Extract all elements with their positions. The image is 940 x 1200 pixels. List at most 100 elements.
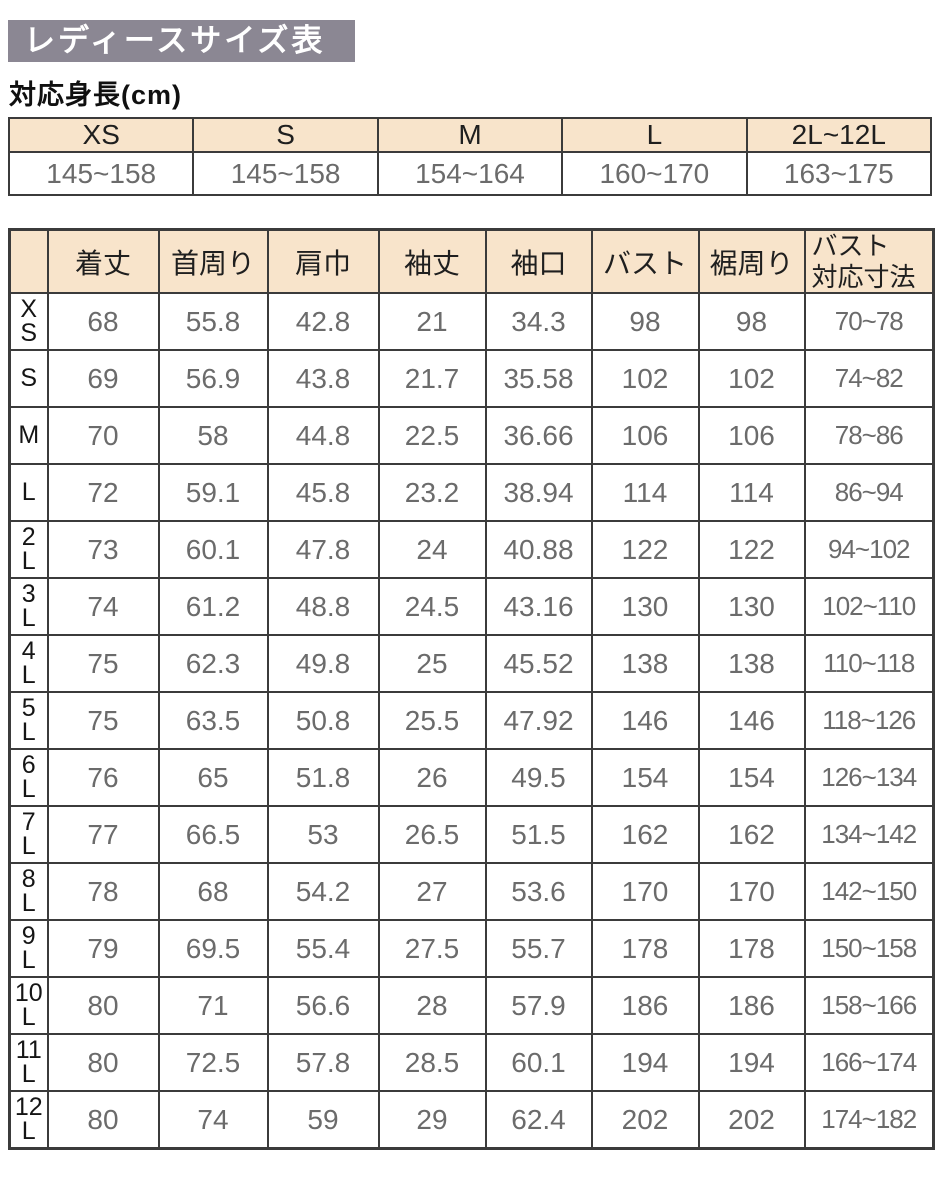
measure-cell: 54.2 bbox=[266, 862, 380, 922]
measure-cell: 77 bbox=[46, 805, 160, 865]
size-table-header-row: 着丈 首周り 肩巾 袖丈 袖口 バスト 裾周り バスト 対応寸法 bbox=[8, 228, 935, 295]
size-label: 6 L bbox=[8, 748, 49, 808]
measure-cell: 49.8 bbox=[266, 634, 380, 694]
measure-cell: 26.5 bbox=[377, 805, 487, 865]
measure-cell: 50.8 bbox=[266, 691, 380, 751]
measure-cell: 75 bbox=[46, 691, 160, 751]
measure-cell: 43.8 bbox=[266, 349, 380, 409]
measure-cell: 154 bbox=[697, 748, 806, 808]
measure-cell: 21.7 bbox=[377, 349, 487, 409]
measure-cell: 194 bbox=[697, 1033, 806, 1093]
measure-cell: 22.5 bbox=[377, 406, 487, 466]
measure-cell: 126~134 bbox=[803, 748, 935, 808]
measure-cell: 44.8 bbox=[266, 406, 380, 466]
size-row-10l: 10 L 80 71 56.6 28 57.9 186 186 158~166 bbox=[8, 976, 935, 1036]
height-range-cell: 145~158 bbox=[192, 151, 379, 196]
size-label: 4 L bbox=[8, 634, 49, 694]
measure-cell: 47.8 bbox=[266, 520, 380, 580]
height-col-header: S bbox=[192, 117, 379, 153]
measure-cell: 138 bbox=[590, 634, 700, 694]
measure-cell: 122 bbox=[590, 520, 700, 580]
measure-cell: 55.8 bbox=[157, 292, 269, 352]
measure-cell: 72.5 bbox=[157, 1033, 269, 1093]
measure-cell: 166~174 bbox=[803, 1033, 935, 1093]
measure-cell: 202 bbox=[697, 1090, 806, 1150]
height-table: XS S M L 2L~12L 145~158 145~158 154~164 160~170… bbox=[7, 117, 933, 196]
height-range-cell: 163~175 bbox=[745, 151, 933, 196]
measure-cell: 68 bbox=[46, 292, 160, 352]
measure-cell: 60.1 bbox=[157, 520, 269, 580]
size-label: 8 L bbox=[8, 862, 49, 922]
measure-cell: 43.16 bbox=[484, 577, 593, 637]
measure-cell: 102~110 bbox=[803, 577, 935, 637]
measure-cell: 78 bbox=[46, 862, 160, 922]
measure-cell: 26 bbox=[377, 748, 487, 808]
height-range-cell: 160~170 bbox=[561, 151, 748, 196]
measure-cell: 202 bbox=[590, 1090, 700, 1150]
measure-cell: 45.52 bbox=[484, 634, 593, 694]
size-label: 11 L bbox=[8, 1033, 49, 1093]
measure-cell: 102 bbox=[697, 349, 806, 409]
measure-cell: 38.94 bbox=[484, 463, 593, 523]
measure-cell: 25.5 bbox=[377, 691, 487, 751]
measure-cell: 146 bbox=[590, 691, 700, 751]
measure-cell: 62.3 bbox=[157, 634, 269, 694]
size-row-xs: X S 68 55.8 42.8 21 34.3 98 98 70~78 bbox=[8, 292, 935, 352]
measure-cell: 57.9 bbox=[484, 976, 593, 1036]
measure-cell: 62.4 bbox=[484, 1090, 593, 1150]
measure-cell: 74~82 bbox=[803, 349, 935, 409]
measure-col-header: 袖口 bbox=[484, 228, 593, 295]
measure-cell: 150~158 bbox=[803, 919, 935, 979]
measure-cell: 98 bbox=[697, 292, 806, 352]
measure-col-header: 着丈 bbox=[46, 228, 160, 295]
measure-cell: 174~182 bbox=[803, 1090, 935, 1150]
measure-cell: 170 bbox=[590, 862, 700, 922]
measure-cell: 72 bbox=[46, 463, 160, 523]
measure-cell: 65 bbox=[157, 748, 269, 808]
measure-cell: 28.5 bbox=[377, 1033, 487, 1093]
size-measurements-table: 着丈 首周り 肩巾 袖丈 袖口 バスト 裾周り バスト 対応寸法 X S 68 55.8 42.8 2… bbox=[8, 228, 935, 1151]
measure-cell: 27.5 bbox=[377, 919, 487, 979]
size-label: S bbox=[8, 349, 49, 409]
measure-cell: 55.4 bbox=[266, 919, 380, 979]
measure-cell: 86~94 bbox=[803, 463, 935, 523]
measure-cell: 114 bbox=[590, 463, 700, 523]
size-label: 7 L bbox=[8, 805, 49, 865]
size-row-11l: 11 L 80 72.5 57.8 28.5 60.1 194 194 166~174 bbox=[8, 1033, 935, 1093]
measure-cell: 28 bbox=[377, 976, 487, 1036]
measure-cell: 162 bbox=[697, 805, 806, 865]
measure-cell: 80 bbox=[46, 1090, 160, 1150]
size-row-5l: 5 L 75 63.5 50.8 25.5 47.92 146 146 118~126 bbox=[8, 691, 935, 751]
measure-cell: 53 bbox=[266, 805, 380, 865]
ladies-size-chart-page: レディースサイズ表 対応身長(cm) XS S M L 2L~12L 145~158 14… bbox=[7, 20, 935, 1151]
measure-cell: 35.58 bbox=[484, 349, 593, 409]
measure-cell: 66.5 bbox=[157, 805, 269, 865]
measure-cell: 53.6 bbox=[484, 862, 593, 922]
height-col-header: M bbox=[376, 117, 564, 153]
measure-cell: 55.7 bbox=[484, 919, 593, 979]
measure-cell: 60.1 bbox=[484, 1033, 593, 1093]
size-row-s: S 69 56.9 43.8 21.7 35.58 102 102 74~82 bbox=[8, 349, 935, 409]
measure-cell: 76 bbox=[46, 748, 160, 808]
size-row-m: M 70 58 44.8 22.5 36.66 106 106 78~86 bbox=[8, 406, 935, 466]
measure-cell: 69.5 bbox=[157, 919, 269, 979]
measure-cell: 74 bbox=[157, 1090, 269, 1150]
measure-cell: 23.2 bbox=[377, 463, 487, 523]
measure-cell: 56.6 bbox=[266, 976, 380, 1036]
height-range-cell: 145~158 bbox=[7, 151, 195, 196]
height-table-header-row: XS S M L 2L~12L bbox=[7, 117, 933, 153]
measure-cell: 25 bbox=[377, 634, 487, 694]
measure-cell: 178 bbox=[697, 919, 806, 979]
measure-cell: 186 bbox=[697, 976, 806, 1036]
measure-cell: 36.66 bbox=[484, 406, 593, 466]
measure-cell: 56.9 bbox=[157, 349, 269, 409]
height-table-value-row: 145~158 145~158 154~164 160~170 163~175 bbox=[7, 151, 933, 196]
measure-cell: 114 bbox=[697, 463, 806, 523]
measure-cell: 71 bbox=[157, 976, 269, 1036]
size-label: M bbox=[8, 406, 49, 466]
height-col-header: XS bbox=[7, 117, 195, 153]
size-row-l: L 72 59.1 45.8 23.2 38.94 114 114 86~94 bbox=[8, 463, 935, 523]
measure-cell: 122 bbox=[697, 520, 806, 580]
measure-cell: 186 bbox=[590, 976, 700, 1036]
measure-cell: 75 bbox=[46, 634, 160, 694]
